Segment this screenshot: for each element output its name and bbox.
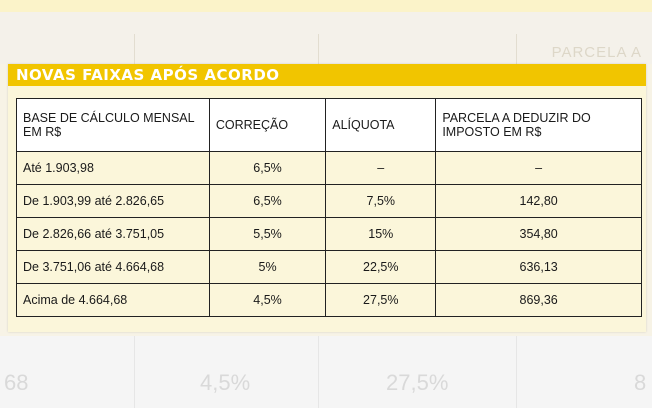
cell-base: Acima de 4.664,68 [16, 283, 210, 317]
cell-correcao: 6,5% [208, 151, 327, 185]
header-base: BASE DE CÁLCULO MENSAL EM R$ [16, 98, 210, 152]
tax-table-panel: NOVAS FAIXAS APÓS ACORDO BASE DE CÁLCULO… [8, 64, 646, 332]
cell-aliquota: – [325, 151, 437, 185]
header-aliquota: ALÍQUOTA [325, 98, 437, 152]
table-row: Acima de 4.664,68 4,5% 27,5% 869,36 [16, 283, 642, 317]
tax-brackets-table: BASE DE CÁLCULO MENSAL EM R$ CORREÇÃO AL… [16, 98, 642, 317]
cell-aliquota: 27,5% [325, 283, 437, 317]
cell-parcela: 636,13 [435, 250, 642, 284]
ghost-cell: 4,5% [200, 370, 251, 395]
ghost-divider [318, 336, 319, 408]
cell-aliquota: 22,5% [325, 250, 437, 284]
cell-base: Até 1.903,98 [16, 151, 210, 185]
cell-base: De 2.826,66 até 3.751,05 [16, 217, 210, 251]
table-row: De 2.826,66 até 3.751,05 5,5% 15% 354,80 [16, 217, 642, 251]
cell-base: De 3.751,06 até 4.664,68 [16, 250, 210, 284]
cell-correcao: 5% [208, 250, 327, 284]
ghost-cell: 68 [4, 370, 29, 395]
ghost-cell: 27,5% [386, 370, 449, 395]
ghost-divider [134, 34, 135, 64]
cell-correcao: 6,5% [208, 184, 327, 218]
cell-parcela: – [435, 151, 642, 185]
ghost-divider [318, 34, 319, 64]
background-table-top: PARCELA A [0, 0, 652, 64]
cell-correcao: 5,5% [208, 217, 327, 251]
ghost-divider [516, 34, 517, 64]
cell-correcao: 4,5% [208, 283, 327, 317]
header-parcela: PARCELA A DEDUZIR DO IMPOSTO EM R$ [435, 98, 642, 152]
ghost-header-text: PARCELA A [551, 44, 642, 61]
cell-aliquota: 7,5% [325, 184, 437, 218]
cell-parcela: 869,36 [435, 283, 642, 317]
ghost-divider [134, 336, 135, 408]
table-row: Até 1.903,98 6,5% – – [16, 151, 642, 185]
header-row: BASE DE CÁLCULO MENSAL EM R$ CORREÇÃO AL… [16, 98, 642, 152]
title-bar: NOVAS FAIXAS APÓS ACORDO [8, 64, 646, 86]
cell-aliquota: 15% [325, 217, 437, 251]
cell-base: De 1.903,99 até 2.826,65 [16, 184, 210, 218]
ghost-divider [516, 336, 517, 408]
ghost-cell: 8 [634, 370, 647, 395]
background-table-bottom: 68 4,5% 27,5% 8 [0, 336, 652, 408]
table-title: NOVAS FAIXAS APÓS ACORDO [16, 66, 280, 84]
table-row: De 1.903,99 até 2.826,65 6,5% 7,5% 142,8… [16, 184, 642, 218]
cell-parcela: 354,80 [435, 217, 642, 251]
header-correcao: CORREÇÃO [208, 98, 327, 152]
table-row: De 3.751,06 até 4.664,68 5% 22,5% 636,13 [16, 250, 642, 284]
cell-parcela: 142,80 [435, 184, 642, 218]
